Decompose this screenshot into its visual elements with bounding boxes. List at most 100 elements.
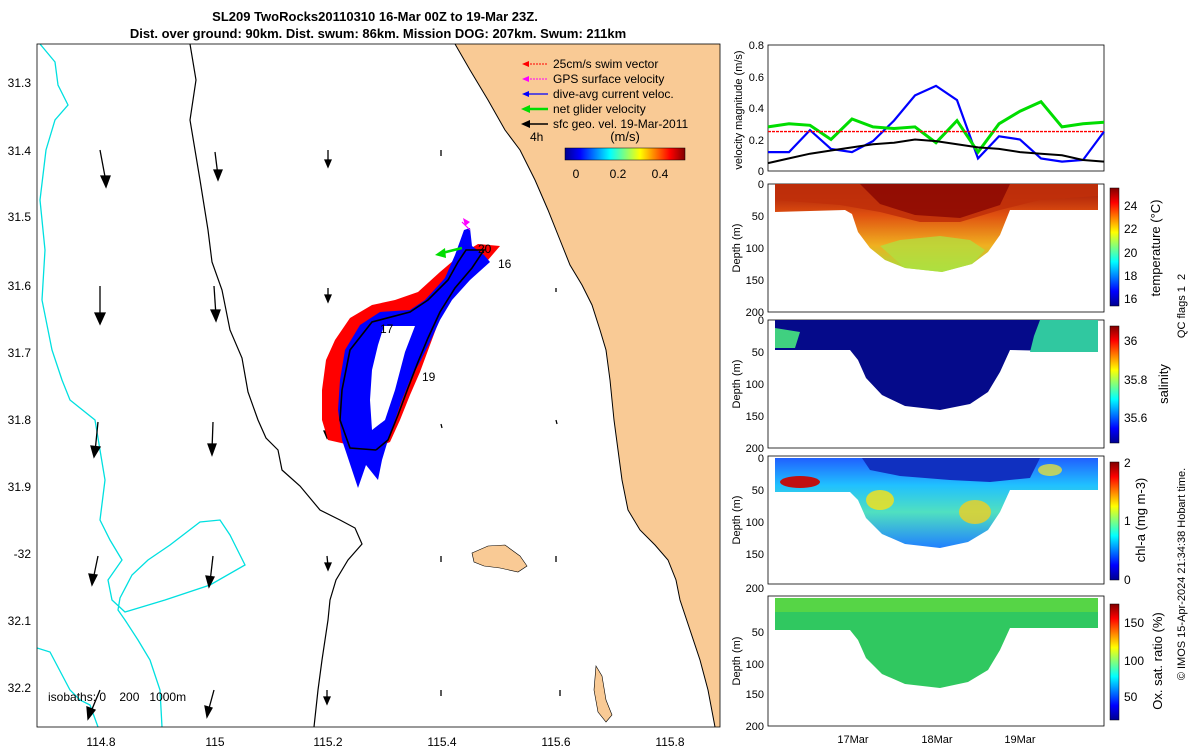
temperature-cbar-tick: 22 (1124, 222, 1138, 236)
map-x-tick: 115.8 (655, 735, 684, 749)
map-x-tick: 115.2 (313, 735, 342, 749)
geo-arrow (323, 690, 331, 706)
map-colorbar-tick-0: 0 (573, 167, 580, 181)
temperature-y-tick: 150 (746, 275, 764, 287)
time-tick: 19Mar (1004, 734, 1036, 746)
chla-surface-low (862, 458, 1040, 482)
glider-track (339, 249, 486, 451)
temperature-y-tick: 100 (746, 243, 764, 255)
geo-arrow (324, 555, 332, 572)
chla-y-tick: 50 (752, 485, 764, 497)
chla-patch-right (959, 500, 991, 524)
salinity-y-tick: 0 (758, 315, 764, 327)
map-x-tick: 114.8 (86, 735, 115, 749)
geo-arrow (324, 288, 332, 304)
velocity-chart: 0 0.2 0.4 0.6 0.8 velocity magnitude (m/… (733, 40, 1105, 178)
map-y-tick: 32.1 (8, 614, 32, 628)
temperature-y-tick: 0 (758, 179, 764, 191)
oxygen-y-tick: 150 (746, 689, 764, 701)
salinity-field (775, 320, 1098, 410)
salinity-y-label: Depth (m) (731, 360, 743, 409)
garden-island (593, 665, 613, 723)
salinity-y-tick: 150 (746, 411, 764, 423)
geo-arrow (93, 286, 107, 326)
chla-y-tick: 200 (746, 583, 764, 595)
chla-cbar-tick: 1 (1124, 514, 1131, 528)
temperature-cbar-tick: 24 (1124, 199, 1138, 213)
time-tick: 17Mar (837, 734, 869, 746)
oxygen-y-tick: 100 (746, 659, 764, 671)
salinity-y-tick: 50 (752, 347, 764, 359)
geo-arrow (324, 150, 332, 169)
velocity-y-tick: 0.4 (749, 103, 764, 115)
legend-label-gps: GPS surface velocity (553, 72, 664, 86)
map-x-ticks: 114.8 115 115.2 115.4 115.6 115.8 (86, 735, 684, 749)
velocity-series-dive-avg (768, 84, 1105, 163)
day-label-16: 16 (498, 257, 512, 271)
velocity-y-label: velocity magnitude (m/s) (733, 50, 745, 169)
duration-label: 4h (530, 130, 543, 144)
oxygen-field (775, 598, 1098, 688)
map-y-tick: 31.7 (8, 346, 32, 360)
salinity-high-left (775, 328, 800, 348)
oxygen-surface-band (775, 598, 1098, 612)
oxygen-y-label: Depth (m) (731, 637, 743, 686)
legend-label-swim: 25cm/s swim vector (553, 57, 658, 71)
map-y-tick: 31.6 (8, 279, 32, 293)
oxygen-colorbar (1109, 603, 1120, 721)
temperature-warm-core (860, 184, 1010, 218)
gps-surface-velocity-arrow (461, 218, 471, 231)
isobaths-label: isobaths: 0 200 1000m (48, 690, 186, 704)
map-x-tick: 115 (205, 735, 224, 749)
time-tick: 18Mar (921, 734, 953, 746)
chla-y-tick: 0 (758, 453, 764, 465)
oxygen-section: 50 100 150 200 Depth (m) 50 100 150 Ox. … (731, 595, 1165, 733)
legend-label-dive-avg: dive-avg current veloc. (553, 87, 674, 101)
oxygen-y-tick: 50 (752, 627, 764, 639)
map-frame (36, 43, 721, 728)
track-white-gap (370, 326, 415, 430)
map-y-tick: -32 (14, 547, 32, 561)
geo-arrow (213, 151, 223, 182)
time-axis: 17Mar 18Mar 19Mar (837, 734, 1036, 746)
map-y-ticks: 31.3 31.4 31.5 31.6 31.7 31.8 31.9 -32 3… (8, 76, 32, 695)
qc-flags-note: QC flags 1 2 (1176, 274, 1188, 338)
oxygen-cbar-tick: 100 (1124, 654, 1144, 668)
chla-patch-mid (866, 490, 894, 510)
geo-arrow (440, 423, 443, 429)
geo-arrow (90, 421, 102, 459)
legend-label-geo: sfc geo. vel. 19-Mar-2011 (553, 117, 689, 131)
geo-arrow (88, 555, 99, 587)
oxygen-colorbar-label: Ox. sat. ratio (%) (1150, 612, 1165, 710)
temperature-cbar-tick: 18 (1124, 269, 1138, 283)
legend-label-net-glider: net glider velocity (553, 102, 646, 116)
map-x-tick: 115.6 (541, 735, 570, 749)
chla-colorbar (1109, 461, 1120, 581)
chla-colorbar-label: chl-a (mg m-3) (1133, 478, 1148, 563)
velocity-series-net-glider (767, 99, 1105, 155)
map-y-tick: 31.4 (8, 144, 32, 158)
velocity-series-geo (767, 138, 1105, 165)
salinity-cbar-tick: 36 (1124, 334, 1138, 348)
land-mass (455, 44, 720, 727)
geo-arrow (205, 555, 215, 589)
legend-item-geo: sfc geo. vel. 19-Mar-2011 (521, 117, 689, 131)
isobath-200m (189, 44, 363, 727)
map-colorbar-tick-2: 0.4 (652, 167, 669, 181)
map-legend: 25cm/s swim vector GPS surface velocity … (521, 57, 689, 144)
velocity-series (767, 84, 1105, 165)
velocity-y-tick: 0.6 (749, 72, 764, 84)
legend-item-net-glider: net glider velocity (521, 102, 646, 116)
temperature-section: 0 50 100 150 200 Depth (m) 16 18 20 22 2… (731, 179, 1163, 319)
map-y-tick: 31.9 (8, 480, 32, 494)
map-y-tick: 31.3 (8, 76, 32, 90)
geo-arrow (209, 285, 221, 323)
legend-item-dive-avg: dive-avg current veloc. (522, 87, 674, 101)
chla-hotspot-left (780, 476, 820, 488)
velocity-y-tick: 0.2 (749, 135, 764, 147)
map-y-tick: 31.5 (8, 210, 32, 224)
chla-patch-surface (1038, 464, 1062, 476)
map-y-tick: 31.8 (8, 413, 32, 427)
figure-title-line1: SL209 TwoRocks20110310 16-Mar 00Z to 19-… (212, 9, 538, 24)
